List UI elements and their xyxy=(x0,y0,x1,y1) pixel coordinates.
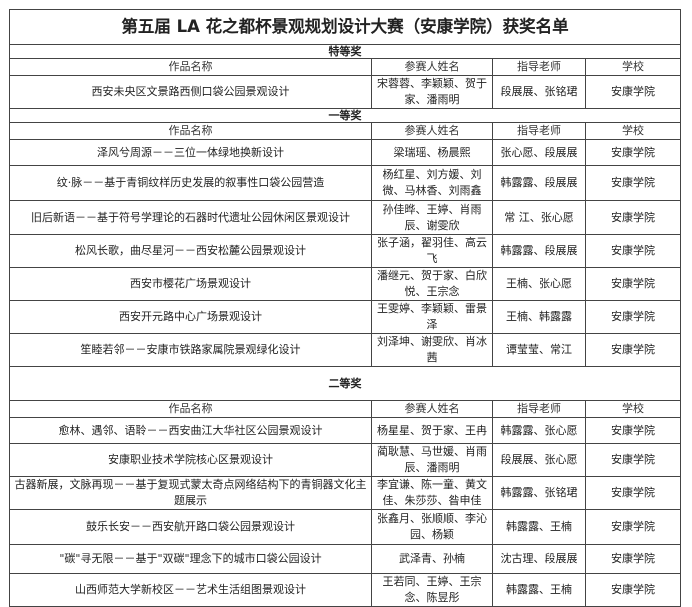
page-title: 第五届 LA 花之都杯景观规划设计大赛（安康学院）获奖名单 xyxy=(8,9,682,45)
advisors: 韩露露、张心愿 xyxy=(492,417,586,444)
table-row: 旧后新语－－基于符号学理论的石器时代遗址公园休闲区景观设计 孙佳晔、王婷、肖雨辰… xyxy=(9,200,682,235)
school: 安康学院 xyxy=(584,139,682,166)
work-title: 安康职业技术学院核心区景观设计 xyxy=(9,443,372,477)
advisors: 沈古理、段展展 xyxy=(492,544,586,574)
school: 安康学院 xyxy=(584,75,682,109)
column-header: 指导老师 xyxy=(492,122,586,140)
participants: 蔺耿慧、马世媛、肖雨辰、潘雨明 xyxy=(371,443,493,477)
advisors: 韩露露、段展展 xyxy=(492,165,586,201)
table-row: 纹·脉－－基于青铜纹样历史发展的叙事性口袋公园营造 杨红星、刘方媛、刘微、马林香… xyxy=(9,165,682,201)
section-heading: 一等奖 xyxy=(8,108,682,123)
table-row: 西安未央区文景路西侧口袋公园景观设计 宋蓉蓉、李颖颖、贺于家、潘雨明 段展展、张… xyxy=(9,75,682,109)
school: 安康学院 xyxy=(584,544,682,574)
work-title: 西安未央区文景路西侧口袋公园景观设计 xyxy=(9,75,372,109)
column-header: 学校 xyxy=(584,122,682,140)
column-header: 作品名称 xyxy=(9,122,372,140)
advisors: 韩露露、王楠 xyxy=(492,509,586,545)
participants: 武泽青、孙楠 xyxy=(371,544,493,574)
work-title: 松风长歌，曲尽星河－－西安松麓公园景观设计 xyxy=(9,234,372,268)
column-header: 作品名称 xyxy=(9,58,372,76)
school: 安康学院 xyxy=(584,300,682,334)
table-row: 泽风兮周源－－三位一体绿地换新设计 梁瑞瑶、杨晨熙 张心愿、段展展 安康学院 xyxy=(9,139,682,166)
work-title: 旧后新语－－基于符号学理论的石器时代遗址公园休闲区景观设计 xyxy=(9,200,372,235)
advisors: 段展展、张心愿 xyxy=(492,443,586,477)
school: 安康学院 xyxy=(584,234,682,268)
participants: 杨红星、刘方媛、刘微、马林香、刘雨鑫 xyxy=(371,165,493,201)
table-row: "碳"寻无限－－基于"双碳"理念下的城市口袋公园设计 武泽青、孙楠 沈古理、段展… xyxy=(9,544,682,574)
work-title: 泽风兮周源－－三位一体绿地换新设计 xyxy=(9,139,372,166)
participants: 潘继元、贺于家、白欣悦、王宗念 xyxy=(371,267,493,301)
participants: 李宜谦、陈一童、黄文佳、朱莎莎、昝申佳 xyxy=(371,476,493,510)
participants: 孙佳晔、王婷、肖雨辰、谢雯欣 xyxy=(371,200,493,235)
advisors: 王楠、韩露露 xyxy=(492,300,586,334)
work-title: "碳"寻无限－－基于"双碳"理念下的城市口袋公园设计 xyxy=(9,544,372,574)
table-row: 古器新展，文脉再现－－基于复现式蒙太奇点网络结构下的青铜器文化主题展示 李宜谦、… xyxy=(9,476,682,510)
advisors: 张心愿、段展展 xyxy=(492,139,586,166)
advisors: 谭莹莹、常江 xyxy=(492,333,586,367)
column-header: 学校 xyxy=(584,400,682,418)
column-header: 参赛人姓名 xyxy=(371,400,493,418)
work-title: 西安开元路中心广场景观设计 xyxy=(9,300,372,334)
award-table: 第五届 LA 花之都杯景观规划设计大赛（安康学院）获奖名单 特等奖 作品名称 参赛人… xyxy=(8,9,682,607)
participants: 王雯婷、李颖颖、雷景泽 xyxy=(371,300,493,334)
table-row: 山西师范大学新校区－－艺术生活组图景观设计 王若同、王婷、王宗念、陈昱彤 韩露露… xyxy=(9,573,682,607)
work-title: 山西师范大学新校区－－艺术生活组图景观设计 xyxy=(9,573,372,607)
column-header: 指导老师 xyxy=(492,400,586,418)
school: 安康学院 xyxy=(584,200,682,235)
column-header: 指导老师 xyxy=(492,58,586,76)
school: 安康学院 xyxy=(584,476,682,510)
participants: 张鑫月、张顺顺、李沁园、杨颖 xyxy=(371,509,493,545)
table-row: 愈林、遇邻、语聆－－西安曲江大华社区公园景观设计 杨星星、贺于家、王冉 韩露露、… xyxy=(9,417,682,444)
work-title: 西安市樱花广场景观设计 xyxy=(9,267,372,301)
school: 安康学院 xyxy=(584,417,682,444)
column-header: 参赛人姓名 xyxy=(371,122,493,140)
advisors: 韩露露、段展展 xyxy=(492,234,586,268)
participants: 梁瑞瑶、杨晨熙 xyxy=(371,139,493,166)
participants: 杨星星、贺于家、王冉 xyxy=(371,417,493,444)
advisors: 段展展、张铭珺 xyxy=(492,75,586,109)
advisors: 常 江、张心愿 xyxy=(492,200,586,235)
work-title: 纹·脉－－基于青铜纹样历史发展的叙事性口袋公园营造 xyxy=(9,165,372,201)
school: 安康学院 xyxy=(584,165,682,201)
work-title: 鼓乐长安－－西安航开路口袋公园景观设计 xyxy=(9,509,372,545)
column-header: 作品名称 xyxy=(9,400,372,418)
table-row: 西安市樱花广场景观设计 潘继元、贺于家、白欣悦、王宗念 王楠、张心愿 安康学院 xyxy=(9,267,682,301)
table-row: 西安开元路中心广场景观设计 王雯婷、李颖颖、雷景泽 王楠、韩露露 安康学院 xyxy=(9,300,682,334)
participants: 宋蓉蓉、李颖颖、贺于家、潘雨明 xyxy=(371,75,493,109)
table-row: 鼓乐长安－－西安航开路口袋公园景观设计 张鑫月、张顺顺、李沁园、杨颖 韩露露、王… xyxy=(9,509,682,545)
column-header: 参赛人姓名 xyxy=(371,58,493,76)
work-title: 愈林、遇邻、语聆－－西安曲江大华社区公园景观设计 xyxy=(9,417,372,444)
school: 安康学院 xyxy=(584,573,682,607)
school: 安康学院 xyxy=(584,267,682,301)
work-title: 古器新展，文脉再现－－基于复现式蒙太奇点网络结构下的青铜器文化主题展示 xyxy=(9,476,372,510)
section-heading: 特等奖 xyxy=(8,44,682,59)
advisors: 王楠、张心愿 xyxy=(492,267,586,301)
school: 安康学院 xyxy=(584,333,682,367)
table-row: 笙睦若邻－－安康市铁路家属院景观绿化设计 刘泽坤、谢雯欣、肖冰茜 谭莹莹、常江 … xyxy=(9,333,682,367)
participants: 王若同、王婷、王宗念、陈昱彤 xyxy=(371,573,493,607)
school: 安康学院 xyxy=(584,443,682,477)
table-row: 安康职业技术学院核心区景观设计 蔺耿慧、马世媛、肖雨辰、潘雨明 段展展、张心愿 … xyxy=(9,443,682,477)
section-heading: 二等奖 xyxy=(8,366,682,401)
column-header: 学校 xyxy=(584,58,682,76)
school: 安康学院 xyxy=(584,509,682,545)
advisors: 韩露露、王楠 xyxy=(492,573,586,607)
work-title: 笙睦若邻－－安康市铁路家属院景观绿化设计 xyxy=(9,333,372,367)
table-row: 松风长歌，曲尽星河－－西安松麓公园景观设计 张子涵，翟羽佳、高云飞 韩露露、段展… xyxy=(9,234,682,268)
participants: 刘泽坤、谢雯欣、肖冰茜 xyxy=(371,333,493,367)
participants: 张子涵，翟羽佳、高云飞 xyxy=(371,234,493,268)
advisors: 韩露露、张铭珺 xyxy=(492,476,586,510)
